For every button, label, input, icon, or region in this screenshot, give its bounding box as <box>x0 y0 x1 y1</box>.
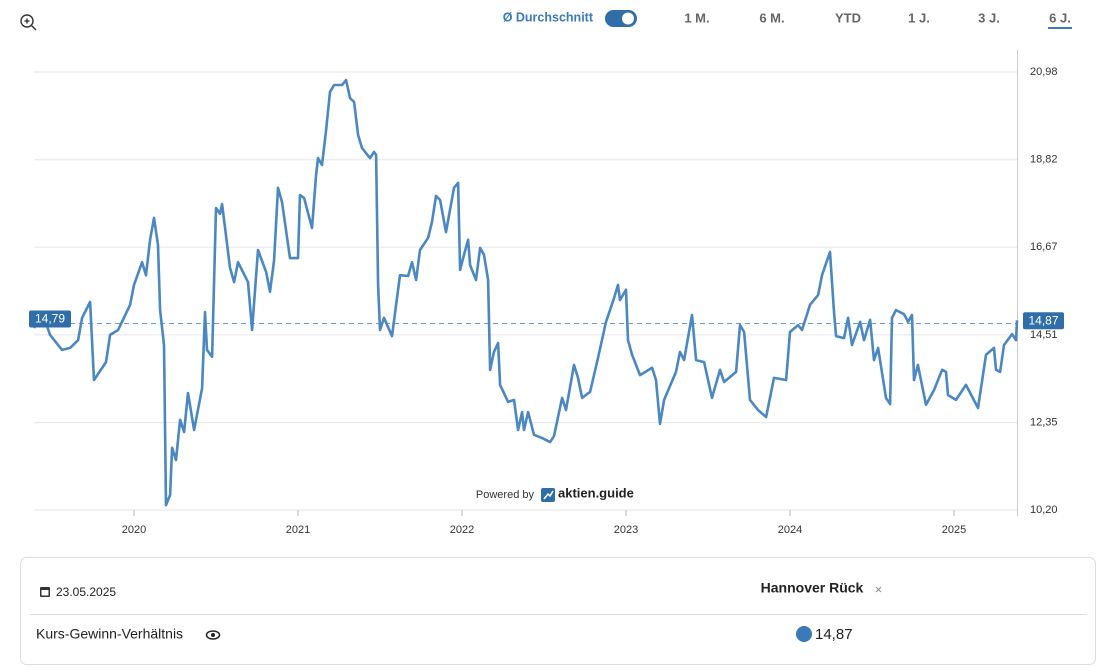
x-tick-label: 2025 <box>942 524 966 536</box>
brand: aktien.guide <box>558 485 634 500</box>
y-tick-label: 18,82 <box>1030 154 1058 166</box>
powered-by: Powered by <box>476 489 535 501</box>
range-button[interactable]: YTD <box>835 10 861 25</box>
info-card <box>20 557 1096 665</box>
x-tick-label: 2021 <box>286 524 310 536</box>
average-badge <box>29 310 71 328</box>
y-tick-label: 14,51 <box>1030 329 1058 341</box>
y-tick-label: 12,35 <box>1030 417 1058 429</box>
current-label: 14,87 <box>1028 313 1058 327</box>
series-line <box>32 78 1019 507</box>
x-tick-label: 2022 <box>450 524 474 536</box>
average-label: 14,79 <box>35 312 65 326</box>
range-button[interactable]: 1 M. <box>684 10 709 25</box>
y-tick-label: 20,98 <box>1030 66 1058 78</box>
range-button[interactable]: 3 J. <box>978 10 1000 25</box>
range-button[interactable]: 6 M. <box>759 10 784 25</box>
range-button[interactable]: 6 J. <box>1049 10 1071 25</box>
average-toggle[interactable] <box>605 10 637 27</box>
x-tick-label: 2024 <box>778 524 802 536</box>
current-badge <box>1023 312 1064 330</box>
x-tick-label: 2023 <box>614 524 638 536</box>
brand-icon-arrow <box>543 490 554 500</box>
y-tick-label: 10,20 <box>1030 504 1058 516</box>
date: 23.05.2025 <box>56 585 116 599</box>
zoom-icon[interactable] <box>20 14 37 31</box>
x-tick-label: 2020 <box>122 524 146 536</box>
series-dot <box>796 626 812 642</box>
metric: Kurs-Gewinn-Verhältnis <box>36 626 183 642</box>
calendar-icon <box>40 587 50 597</box>
remove-icon[interactable] <box>875 586 882 593</box>
company: Hannover Rück <box>761 580 864 596</box>
y-tick-label: 16,67 <box>1030 241 1058 253</box>
range-button[interactable]: 1 J. <box>908 10 930 25</box>
eye-icon[interactable] <box>205 630 221 640</box>
metric-value: 14,87 <box>815 626 853 643</box>
average-toggle-label: Ø Durchschnitt <box>503 10 594 24</box>
